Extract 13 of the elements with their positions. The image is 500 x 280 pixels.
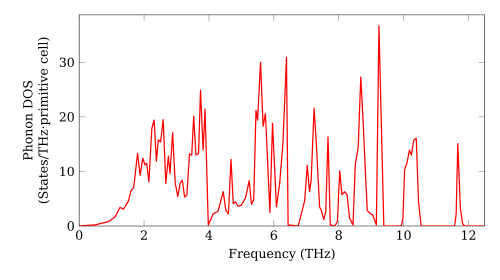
x-tick-label: 0 (76, 230, 82, 240)
x-tick-label: 6 (270, 230, 278, 240)
x-tick-label: 8 (336, 230, 342, 240)
y-tick-label: 30 (60, 58, 74, 68)
y-tick-label: 20 (60, 112, 74, 122)
y-axis-title: Phonon DOS (States/THz·primitive cell) (22, 38, 50, 204)
x-tick-label: 10 (397, 230, 411, 240)
x-axis-title: Frequency (THz) (229, 248, 335, 261)
y-tick-label: 0 (68, 221, 74, 231)
x-tick-label: 2 (140, 230, 147, 240)
x-tick-label: 4 (205, 230, 212, 240)
x-tick-label: 12 (462, 230, 476, 240)
y-tick-label: 10 (60, 166, 74, 176)
